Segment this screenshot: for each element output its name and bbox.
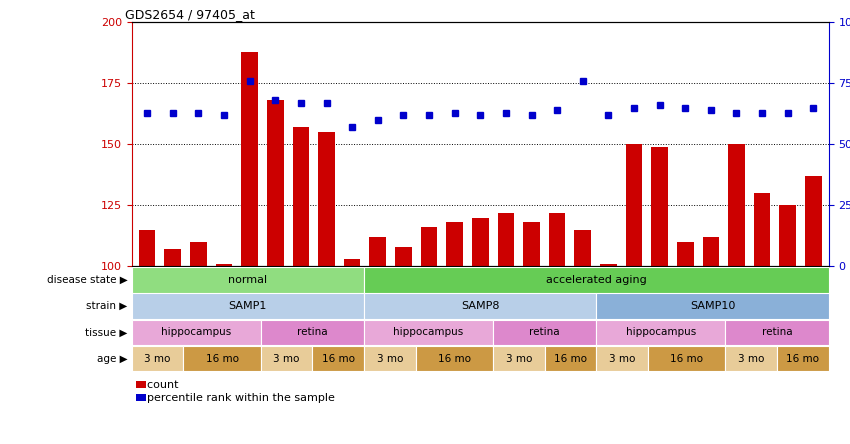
Bar [493, 320, 597, 345]
Text: retina: retina [530, 327, 560, 337]
Bar [597, 293, 829, 319]
Bar [677, 242, 694, 266]
Bar [364, 267, 829, 293]
Bar [184, 346, 261, 371]
Bar [421, 227, 438, 266]
Bar [472, 218, 489, 266]
Bar [364, 293, 597, 319]
Bar [313, 346, 364, 371]
Bar [370, 237, 386, 266]
Text: 3 mo: 3 mo [274, 353, 300, 364]
Bar [261, 346, 313, 371]
Text: strain ▶: strain ▶ [86, 301, 128, 311]
Bar [261, 320, 364, 345]
Bar [164, 250, 181, 266]
Bar [190, 242, 207, 266]
Bar [651, 147, 668, 266]
Bar [416, 346, 493, 371]
Text: tissue ▶: tissue ▶ [85, 327, 128, 337]
Bar [597, 346, 648, 371]
Bar [446, 222, 463, 266]
Bar [726, 346, 777, 371]
Bar [777, 346, 829, 371]
Bar [726, 320, 829, 345]
Bar [292, 127, 309, 266]
Bar [132, 346, 184, 371]
Text: accelerated aging: accelerated aging [546, 275, 647, 285]
Bar [703, 237, 719, 266]
Text: 3 mo: 3 mo [144, 353, 171, 364]
Text: 16 mo: 16 mo [206, 353, 239, 364]
Bar [545, 346, 597, 371]
Bar [241, 52, 258, 266]
Text: age ▶: age ▶ [97, 353, 128, 364]
Text: normal: normal [229, 275, 268, 285]
Bar [493, 346, 545, 371]
Bar [597, 320, 726, 345]
Text: hippocampus: hippocampus [626, 327, 696, 337]
Text: hippocampus: hippocampus [394, 327, 464, 337]
Bar [364, 346, 416, 371]
Bar [754, 193, 770, 266]
Bar [549, 213, 565, 266]
Text: SAMP10: SAMP10 [690, 301, 735, 311]
Text: percentile rank within the sample: percentile rank within the sample [140, 393, 335, 403]
Bar [318, 132, 335, 266]
Text: 16 mo: 16 mo [438, 353, 471, 364]
Text: 3 mo: 3 mo [738, 353, 764, 364]
Bar [343, 259, 360, 266]
Bar [132, 267, 364, 293]
Bar [600, 264, 617, 266]
Bar [728, 144, 745, 266]
Text: 16 mo: 16 mo [322, 353, 354, 364]
Text: 3 mo: 3 mo [377, 353, 403, 364]
Text: SAMP8: SAMP8 [461, 301, 500, 311]
Bar [132, 293, 364, 319]
Bar [805, 176, 822, 266]
Bar [216, 264, 232, 266]
Bar [497, 213, 514, 266]
Text: retina: retina [298, 327, 328, 337]
Text: 16 mo: 16 mo [786, 353, 819, 364]
Bar [779, 206, 796, 266]
Text: SAMP1: SAMP1 [229, 301, 267, 311]
Bar [132, 320, 261, 345]
Text: 3 mo: 3 mo [609, 353, 636, 364]
Text: hippocampus: hippocampus [162, 327, 231, 337]
Bar [575, 230, 591, 266]
Bar [523, 222, 540, 266]
Bar [364, 320, 493, 345]
Text: GDS2654 / 97405_at: GDS2654 / 97405_at [125, 8, 255, 21]
Text: 3 mo: 3 mo [506, 353, 532, 364]
Bar [267, 100, 284, 266]
Bar [626, 144, 643, 266]
Text: 16 mo: 16 mo [554, 353, 587, 364]
Text: count: count [140, 380, 178, 389]
Bar [395, 247, 411, 266]
Bar [139, 230, 156, 266]
Text: retina: retina [762, 327, 792, 337]
Text: disease state ▶: disease state ▶ [47, 275, 128, 285]
Text: 16 mo: 16 mo [671, 353, 703, 364]
Bar [648, 346, 726, 371]
